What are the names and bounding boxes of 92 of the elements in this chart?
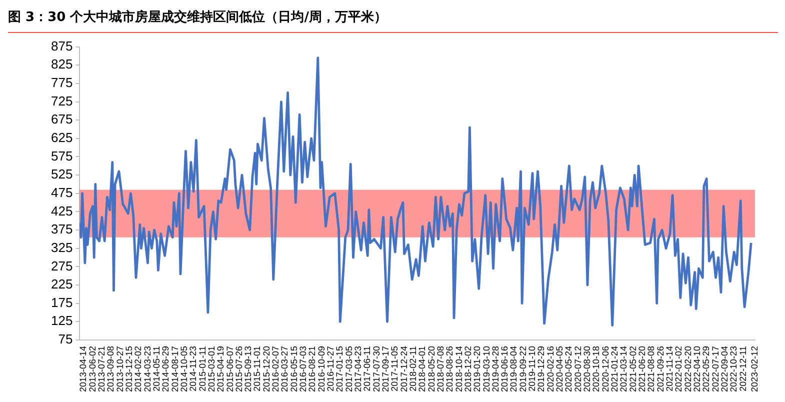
- x-tick-label: 2013-04-14: [78, 346, 88, 392]
- x-tick-label: 2019-01-20: [472, 346, 482, 392]
- x-tick-label: 2019-08-04: [508, 346, 519, 392]
- x-tick-label: 2017-06-11: [362, 346, 372, 392]
- x-tick-label: 2022-10-23: [728, 346, 739, 392]
- y-tick-label: 675: [50, 112, 73, 127]
- x-tick-label: 2020-10-18: [591, 346, 602, 392]
- x-tick-label: 2022-12-11: [738, 346, 748, 392]
- x-tick-label: 2018-07-08: [435, 346, 446, 392]
- x-tick-label: 2021-08-08: [646, 346, 656, 392]
- x-tick-label: 2017-04-23: [353, 346, 364, 392]
- x-tick-label: 2020-04-05: [554, 346, 565, 392]
- x-tick-label: 2015-01-11: [197, 346, 208, 392]
- x-tick-label: 2021-09-26: [655, 346, 666, 392]
- x-tick-label: 2017-07-30: [371, 346, 382, 392]
- chart-title: 图 3：30 个大中城市房屋成交维持区间低位（日均/周，万平米）: [8, 8, 387, 26]
- x-tick-label: 2016-07-03: [298, 346, 308, 392]
- x-tick-label: 2019-11-10: [527, 346, 538, 392]
- x-tick-label: 2020-05-24: [564, 346, 574, 392]
- x-tick-label: 2020-08-30: [582, 346, 592, 392]
- x-tick-label: 2018-12-02: [462, 346, 473, 392]
- x-tick-label: 2014-11-23: [188, 346, 198, 392]
- x-tick-label: 2020-02-16: [545, 346, 556, 392]
- x-tick-label: 2022-09-04: [719, 346, 730, 392]
- x-tick-label: 2020-07-12: [572, 346, 583, 392]
- x-tick-label: 2015-06-07: [224, 346, 235, 392]
- x-tick-label: 2022-01-02: [674, 346, 684, 392]
- x-tick-label: 2013-10-27: [114, 346, 125, 392]
- y-tick-label: 375: [50, 222, 73, 237]
- x-tick-label: 2021-11-14: [664, 346, 674, 392]
- x-tick-label: 2015-12-20: [261, 346, 272, 392]
- x-tick-label: 2021-01-24: [610, 346, 620, 392]
- y-tick-label: 525: [50, 166, 73, 182]
- x-tick-label: 2017-09-17: [380, 346, 390, 392]
- x-tick-label: 2021-05-02: [628, 346, 638, 392]
- x-tick-label: 2023-02-12: [750, 346, 760, 392]
- x-tick-label: 2022-07-17: [710, 346, 720, 392]
- x-tick-label: 2015-09-13: [243, 346, 254, 392]
- y-tick-label: 225: [50, 276, 73, 292]
- x-tick-label: 2018-08-26: [444, 346, 455, 392]
- x-tick-label: 2013-06-02: [87, 346, 98, 392]
- x-tick-label: 2015-11-01: [252, 346, 262, 392]
- x-tick-label: 2018-05-20: [426, 346, 436, 392]
- y-tick-label: 75: [58, 332, 73, 347]
- y-tick-label: 125: [50, 313, 73, 328]
- x-tick-label: 2013-12-15: [124, 346, 134, 392]
- x-tick-label: 2018-10-14: [454, 346, 464, 392]
- x-tick-label: 2013-09-08: [106, 346, 116, 392]
- y-tick-label: 575: [50, 148, 73, 164]
- x-tick-label: 2017-01-15: [334, 346, 345, 392]
- x-tick-label: 2014-05-11: [151, 346, 162, 392]
- x-tick-label: 2016-08-21: [307, 346, 318, 392]
- x-tick-label: 2016-02-07: [270, 346, 281, 392]
- x-tick-label: 2021-06-20: [637, 346, 648, 392]
- y-tick-label: 175: [50, 294, 73, 310]
- y-tick-label: 475: [50, 184, 73, 200]
- x-tick-label: 2017-11-05: [390, 346, 400, 392]
- x-tick-label: 2022-05-29: [701, 346, 712, 392]
- x-tick-label: 2019-12-29: [536, 346, 546, 392]
- x-tick-label: 2018-04-01: [417, 346, 428, 392]
- y-tick-label: 825: [50, 56, 73, 72]
- x-tick-label: 2014-10-05: [178, 346, 189, 392]
- x-tick-label: 2016-03-27: [280, 346, 290, 392]
- x-tick-label: 2016-05-15: [288, 346, 299, 392]
- y-tick-label: 775: [50, 75, 73, 90]
- y-tick-label: 725: [50, 93, 73, 108]
- y-tick-label: 325: [50, 240, 73, 255]
- x-tick-label: 2018-02-11: [408, 346, 418, 392]
- x-tick-label: 2022-04-10: [692, 346, 702, 392]
- y-tick-label: 875: [50, 38, 73, 54]
- y-tick-label: 275: [50, 258, 73, 274]
- x-tick-label: 2020-12-06: [600, 346, 610, 392]
- x-tick-label: 2019-03-10: [481, 346, 492, 392]
- y-tick-label: 425: [50, 203, 73, 218]
- x-tick-label: 2015-07-26: [234, 346, 244, 392]
- x-tick-label: 2019-09-22: [518, 346, 528, 392]
- x-tick-label: 2017-12-24: [398, 346, 409, 392]
- x-tick-label: 2015-04-19: [216, 346, 226, 392]
- x-tick-label: 2013-07-21: [96, 346, 106, 392]
- x-tick-label: 2019-06-16: [500, 346, 510, 392]
- x-tick-label: 2014-06-29: [160, 346, 171, 392]
- x-tick-label: 2014-02-02: [133, 346, 144, 392]
- x-tick-label: 2022-02-20: [682, 346, 693, 392]
- x-tick-label: 2021-03-14: [618, 346, 629, 392]
- x-tick-label: 2014-08-17: [170, 346, 180, 392]
- x-tick-label: 2015-03-01: [206, 346, 216, 392]
- x-tick-label: 2016-10-09: [316, 346, 326, 392]
- x-tick-label: 2019-04-28: [490, 346, 500, 392]
- x-tick-label: 2014-03-23: [142, 346, 152, 392]
- y-tick-label: 625: [50, 130, 73, 145]
- x-tick-label: 2017-03-05: [344, 346, 354, 392]
- x-tick-label: 2016-11-27: [326, 346, 336, 392]
